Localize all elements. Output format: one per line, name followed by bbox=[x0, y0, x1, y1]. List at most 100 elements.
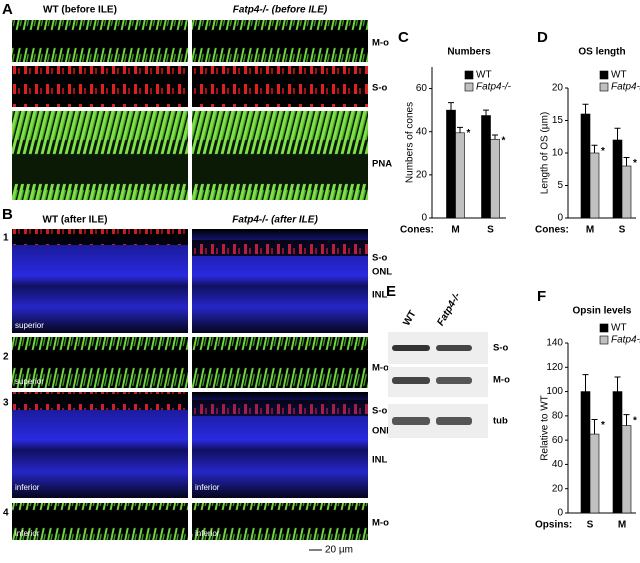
x-tick-label: M bbox=[618, 520, 626, 531]
significance-mark: * bbox=[467, 128, 471, 139]
significance-mark: * bbox=[601, 420, 605, 431]
row-number: 2 bbox=[3, 352, 9, 363]
error-bar bbox=[582, 103, 589, 114]
legend-swatch bbox=[464, 82, 474, 92]
y-tick-label: 0 bbox=[557, 213, 563, 224]
y-tick-label: 60 bbox=[552, 435, 564, 446]
row-label: M-o bbox=[372, 363, 389, 374]
row-label: ONL bbox=[372, 426, 392, 437]
y-tick-label: 140 bbox=[546, 338, 563, 349]
bar bbox=[446, 109, 456, 219]
y-tick-label: 40 bbox=[416, 126, 428, 137]
legend-label: WT bbox=[611, 323, 627, 334]
chart-title: Opsin levels bbox=[573, 306, 632, 317]
x-tick-label: M bbox=[586, 225, 594, 236]
row-label: M-o bbox=[372, 38, 389, 49]
significance-mark: * bbox=[601, 146, 605, 157]
error-bar bbox=[591, 144, 598, 153]
lane-label: Fatp4-/- bbox=[435, 290, 463, 327]
region-label: inferior bbox=[195, 483, 220, 492]
x-tick-label: S bbox=[587, 520, 594, 531]
bar bbox=[490, 138, 500, 219]
bar bbox=[580, 113, 591, 219]
row-label: S-o bbox=[372, 406, 388, 417]
legend-label: Fatp4-/- bbox=[611, 82, 640, 93]
bar bbox=[589, 152, 600, 219]
panel-letter: E bbox=[386, 283, 396, 300]
row-number: 1 bbox=[3, 233, 9, 244]
panel-letter: A bbox=[2, 1, 13, 18]
y-axis-label: Length of OS (µm) bbox=[540, 112, 551, 194]
x-tick-label: S bbox=[619, 225, 626, 236]
bar bbox=[481, 115, 491, 219]
error-bar bbox=[614, 376, 621, 392]
bar bbox=[455, 132, 465, 219]
error-bar bbox=[623, 157, 630, 166]
bar bbox=[621, 165, 632, 219]
region-label: inferior bbox=[15, 483, 40, 492]
y-axis-label: Relative to WT bbox=[540, 395, 551, 461]
significance-mark: * bbox=[633, 415, 637, 426]
band-label: tub bbox=[493, 416, 508, 427]
y-tick-label: 20 bbox=[552, 483, 564, 494]
legend-label: Fatp4-/- bbox=[611, 335, 640, 346]
column-header: WT (after ILE) bbox=[43, 215, 108, 226]
legend-swatch bbox=[599, 82, 609, 92]
y-tick-label: 10 bbox=[552, 148, 564, 159]
x-axis-label: Cones: bbox=[400, 225, 434, 236]
y-tick-label: 40 bbox=[552, 459, 564, 470]
y-tick-label: 15 bbox=[552, 115, 564, 126]
error-bar bbox=[591, 419, 598, 435]
row-label: INL bbox=[372, 455, 388, 466]
significance-mark: * bbox=[502, 136, 506, 147]
legend-swatch bbox=[599, 335, 609, 345]
column-header: WT (before ILE) bbox=[43, 5, 117, 16]
y-tick-label: 100 bbox=[546, 386, 563, 397]
legend-label: WT bbox=[476, 70, 492, 81]
micrograph-grid bbox=[12, 229, 368, 540]
error-bar bbox=[623, 414, 630, 426]
lane-label: WT bbox=[401, 309, 418, 328]
legend-swatch bbox=[599, 323, 609, 333]
x-tick-label: M bbox=[451, 225, 459, 236]
bar bbox=[589, 433, 600, 514]
chart-title: Numbers bbox=[447, 47, 491, 58]
error-bar bbox=[483, 109, 489, 116]
row-label: S-o bbox=[372, 253, 388, 264]
legend-label: Fatp4-/- bbox=[476, 82, 512, 93]
y-tick-label: 5 bbox=[557, 180, 563, 191]
panel-letter: F bbox=[537, 288, 546, 305]
error-bar bbox=[492, 134, 498, 140]
region-label: superior bbox=[15, 321, 44, 330]
western-blot bbox=[388, 332, 488, 438]
bar bbox=[612, 391, 623, 514]
y-tick-label: 60 bbox=[416, 83, 428, 94]
x-axis-label: Opsins: bbox=[535, 520, 572, 531]
error-bar bbox=[582, 374, 589, 392]
region-label: inferior bbox=[15, 529, 40, 538]
x-tick-label: S bbox=[487, 225, 494, 236]
bar bbox=[612, 139, 623, 219]
row-label: PNA bbox=[372, 159, 392, 170]
y-tick-label: 0 bbox=[557, 508, 563, 519]
region-label: inferior bbox=[195, 529, 220, 538]
legend-swatch bbox=[599, 70, 609, 80]
significance-mark: * bbox=[633, 158, 637, 169]
panel-letter: C bbox=[398, 29, 409, 46]
row-label: INL bbox=[372, 290, 388, 301]
row-label: ONL bbox=[372, 267, 392, 278]
legend-label: WT bbox=[611, 70, 627, 81]
band-label: S-o bbox=[493, 343, 509, 354]
legend-swatch bbox=[464, 70, 474, 80]
y-tick-label: 120 bbox=[546, 362, 563, 373]
row-label: M-o bbox=[372, 518, 389, 529]
y-tick-label: 20 bbox=[416, 169, 428, 180]
y-tick-label: 0 bbox=[421, 213, 427, 224]
row-number: 4 bbox=[3, 508, 9, 519]
error-bar bbox=[448, 102, 454, 111]
error-bar bbox=[614, 127, 621, 140]
scale-bar-label: 20 µm bbox=[325, 545, 353, 556]
error-bar bbox=[457, 126, 463, 133]
row-number: 3 bbox=[3, 398, 9, 409]
